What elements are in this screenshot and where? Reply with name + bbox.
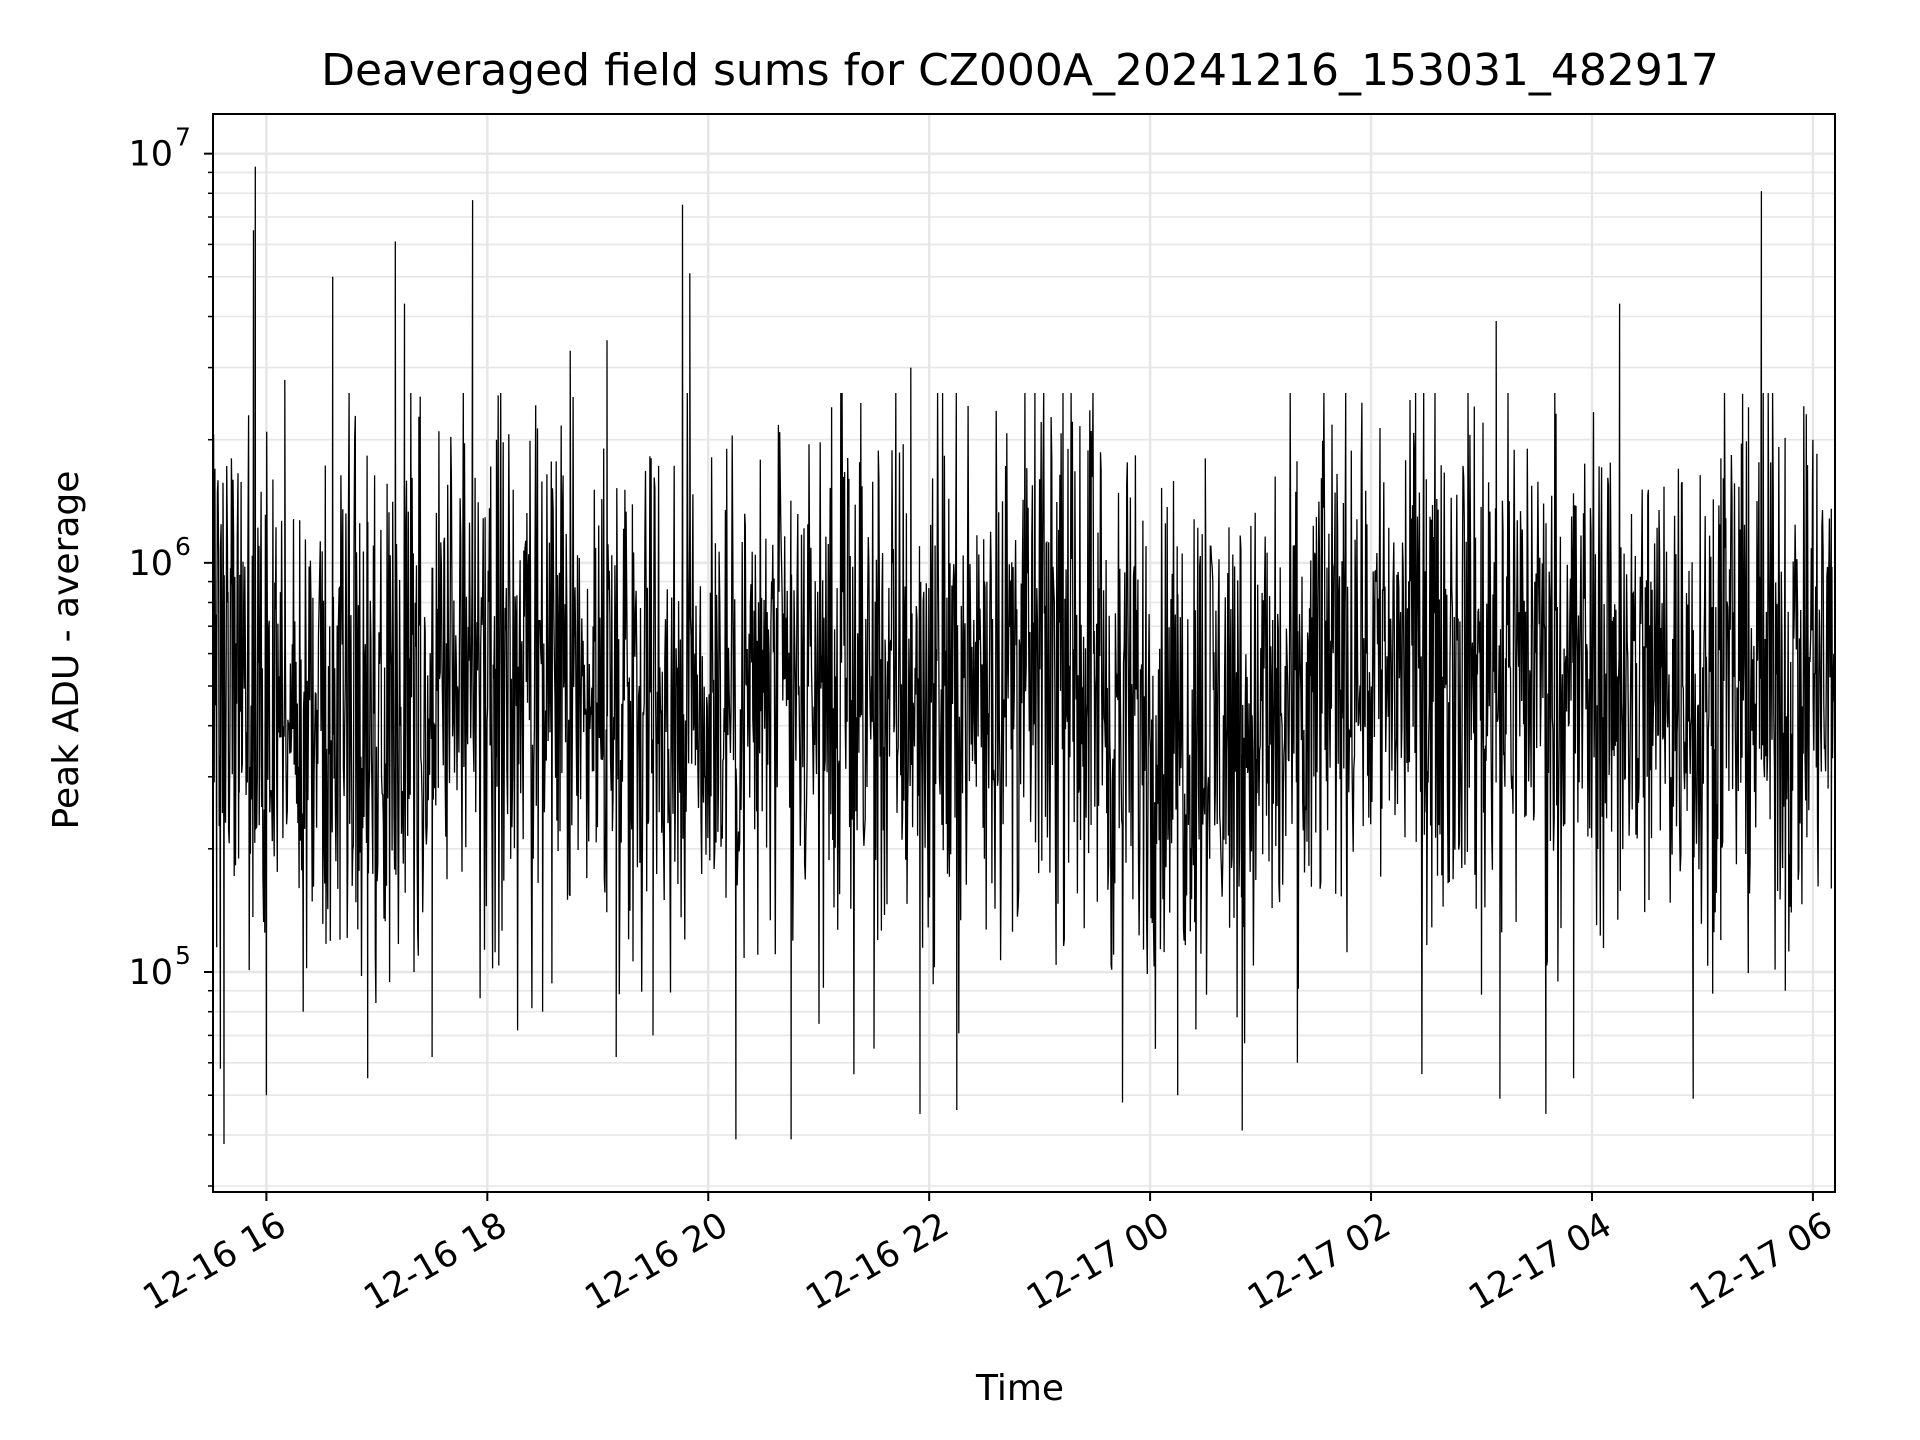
y-tick-label: 10: [128, 544, 173, 584]
y-axis-label: Peak ADU - average: [46, 471, 87, 830]
y-tick-exponent: 6: [175, 532, 191, 561]
series-layer: [212, 166, 1836, 1145]
y-tick-label: 10: [128, 135, 173, 175]
y-tick-label: 10: [128, 953, 173, 993]
y-tick-exponent: 5: [175, 941, 191, 970]
chart-title: Deaveraged field sums for CZ000A_2024121…: [321, 45, 1719, 96]
x-axis-label: Time: [975, 1368, 1064, 1409]
y-tick-exponent: 7: [175, 123, 191, 152]
series-line: [212, 166, 1836, 1145]
